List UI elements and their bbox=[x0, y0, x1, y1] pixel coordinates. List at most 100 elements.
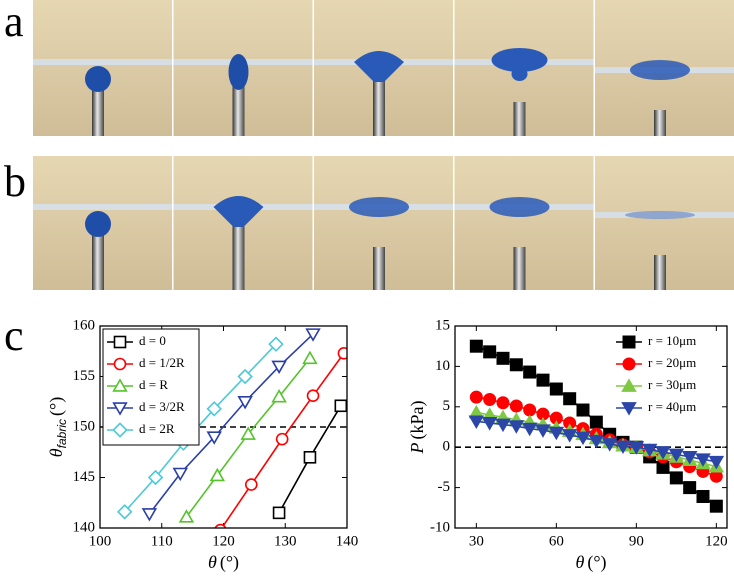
marker bbox=[549, 382, 563, 396]
droplet bbox=[625, 211, 695, 219]
droplet bbox=[85, 66, 111, 92]
legend: r = 10μm r = 20μm r = 30μm r = 40μm bbox=[616, 333, 696, 416]
droplet bbox=[85, 211, 111, 237]
legend-label: d = 3/2R bbox=[139, 399, 185, 414]
marker bbox=[576, 403, 590, 417]
marker bbox=[334, 399, 347, 413]
marker bbox=[271, 360, 287, 375]
marker bbox=[206, 401, 222, 417]
marker bbox=[536, 373, 550, 387]
marker bbox=[303, 450, 317, 464]
x-tick-label: 120 bbox=[212, 533, 235, 549]
thread bbox=[33, 59, 172, 65]
marker bbox=[141, 508, 158, 522]
x-tick-label: 30 bbox=[469, 533, 484, 549]
marker bbox=[495, 418, 511, 433]
marker bbox=[147, 469, 164, 486]
legend-label: r = 20μm bbox=[648, 355, 696, 370]
marker bbox=[575, 431, 591, 446]
y-axis-unit: (°) bbox=[46, 397, 67, 416]
marker bbox=[337, 346, 347, 360]
marker bbox=[683, 481, 697, 495]
marker bbox=[709, 499, 723, 513]
marker bbox=[112, 378, 128, 392]
marker bbox=[237, 368, 253, 385]
x-axis-var: θ bbox=[575, 552, 584, 572]
x-axis-unit: (°) bbox=[220, 552, 239, 573]
marker bbox=[275, 432, 289, 446]
marker bbox=[209, 467, 226, 482]
marker bbox=[561, 429, 578, 443]
y-axis-unit: (kPa) bbox=[407, 401, 428, 440]
marker bbox=[523, 403, 537, 417]
marker bbox=[302, 350, 318, 365]
droplet bbox=[630, 60, 690, 80]
marker bbox=[622, 335, 636, 349]
marker bbox=[244, 478, 258, 491]
droplet bbox=[491, 48, 548, 72]
marker bbox=[521, 422, 538, 437]
legend-label: d = 1/2R bbox=[139, 355, 185, 370]
marker bbox=[655, 446, 671, 460]
y-axis-label: θfabric (°) bbox=[46, 397, 69, 457]
marker bbox=[113, 357, 127, 371]
panel-label: b bbox=[4, 157, 26, 206]
marker bbox=[509, 399, 523, 413]
x-tick-label: 110 bbox=[151, 533, 173, 549]
marker bbox=[214, 523, 227, 528]
marker bbox=[548, 426, 565, 441]
marker bbox=[172, 467, 188, 482]
marker bbox=[483, 345, 497, 359]
marker bbox=[305, 328, 321, 342]
marker bbox=[306, 389, 320, 402]
marker bbox=[563, 392, 577, 406]
marker bbox=[615, 440, 631, 454]
marker bbox=[116, 504, 133, 520]
needle bbox=[513, 102, 526, 136]
thread bbox=[33, 204, 172, 210]
x-axis-label: θ (°) bbox=[208, 552, 239, 573]
marker bbox=[668, 448, 685, 463]
x-axis-var: θ bbox=[208, 552, 217, 572]
needle bbox=[92, 227, 104, 290]
droplet bbox=[354, 51, 404, 82]
needle bbox=[654, 110, 666, 136]
marker bbox=[589, 415, 603, 429]
legend-label: d = 2R bbox=[139, 421, 175, 436]
y-tick-label: -10 bbox=[430, 519, 450, 535]
needle bbox=[654, 255, 666, 290]
marker bbox=[206, 431, 222, 445]
needle bbox=[92, 82, 104, 136]
y-axis-label: P (kPa) bbox=[407, 401, 428, 455]
marker bbox=[178, 509, 195, 523]
marker bbox=[601, 438, 618, 452]
marker bbox=[496, 396, 510, 410]
droplet bbox=[489, 197, 550, 217]
y-axis-sub: fabric bbox=[55, 419, 69, 448]
x-tick-label: 100 bbox=[89, 533, 112, 549]
y-tick-label: 155 bbox=[73, 368, 96, 384]
legend: d = 0 d = 1/2R d = R d = 3/2R d = 2R bbox=[102, 328, 200, 446]
marker bbox=[113, 335, 127, 349]
droplet bbox=[511, 67, 528, 81]
marker bbox=[469, 390, 483, 404]
y-tick-label: -5 bbox=[438, 479, 451, 495]
marker bbox=[496, 351, 510, 365]
marker bbox=[483, 393, 497, 407]
droplet bbox=[228, 54, 249, 90]
plot-frame bbox=[454, 325, 728, 529]
needle bbox=[373, 247, 385, 290]
needle bbox=[513, 247, 526, 290]
legend-label: r = 40μm bbox=[648, 399, 696, 414]
marker bbox=[481, 417, 498, 431]
droplet bbox=[213, 196, 264, 227]
panel-label: c bbox=[4, 311, 24, 360]
y-axis-var: P bbox=[407, 443, 427, 455]
marker bbox=[708, 455, 725, 470]
y-tick-label: 160 bbox=[73, 317, 96, 333]
marker bbox=[621, 402, 637, 416]
y-tick-label: 5 bbox=[443, 398, 451, 414]
needle bbox=[232, 77, 245, 136]
